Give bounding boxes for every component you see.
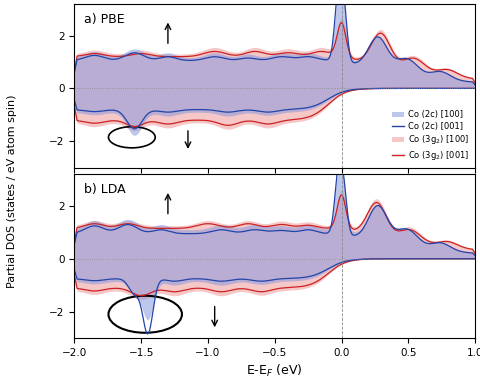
X-axis label: E-E$_F$ (eV): E-E$_F$ (eV): [246, 363, 303, 379]
Text: a) PBE: a) PBE: [84, 13, 124, 26]
Text: Partial DOS (states / eV atom spin): Partial DOS (states / eV atom spin): [7, 94, 17, 288]
Legend: Co (2c) [100], Co (2c) [001], Co (3g$_2$) [100], Co (3g$_2$) [001]: Co (2c) [100], Co (2c) [001], Co (3g$_2$…: [391, 108, 471, 163]
Text: b) LDA: b) LDA: [84, 183, 125, 196]
